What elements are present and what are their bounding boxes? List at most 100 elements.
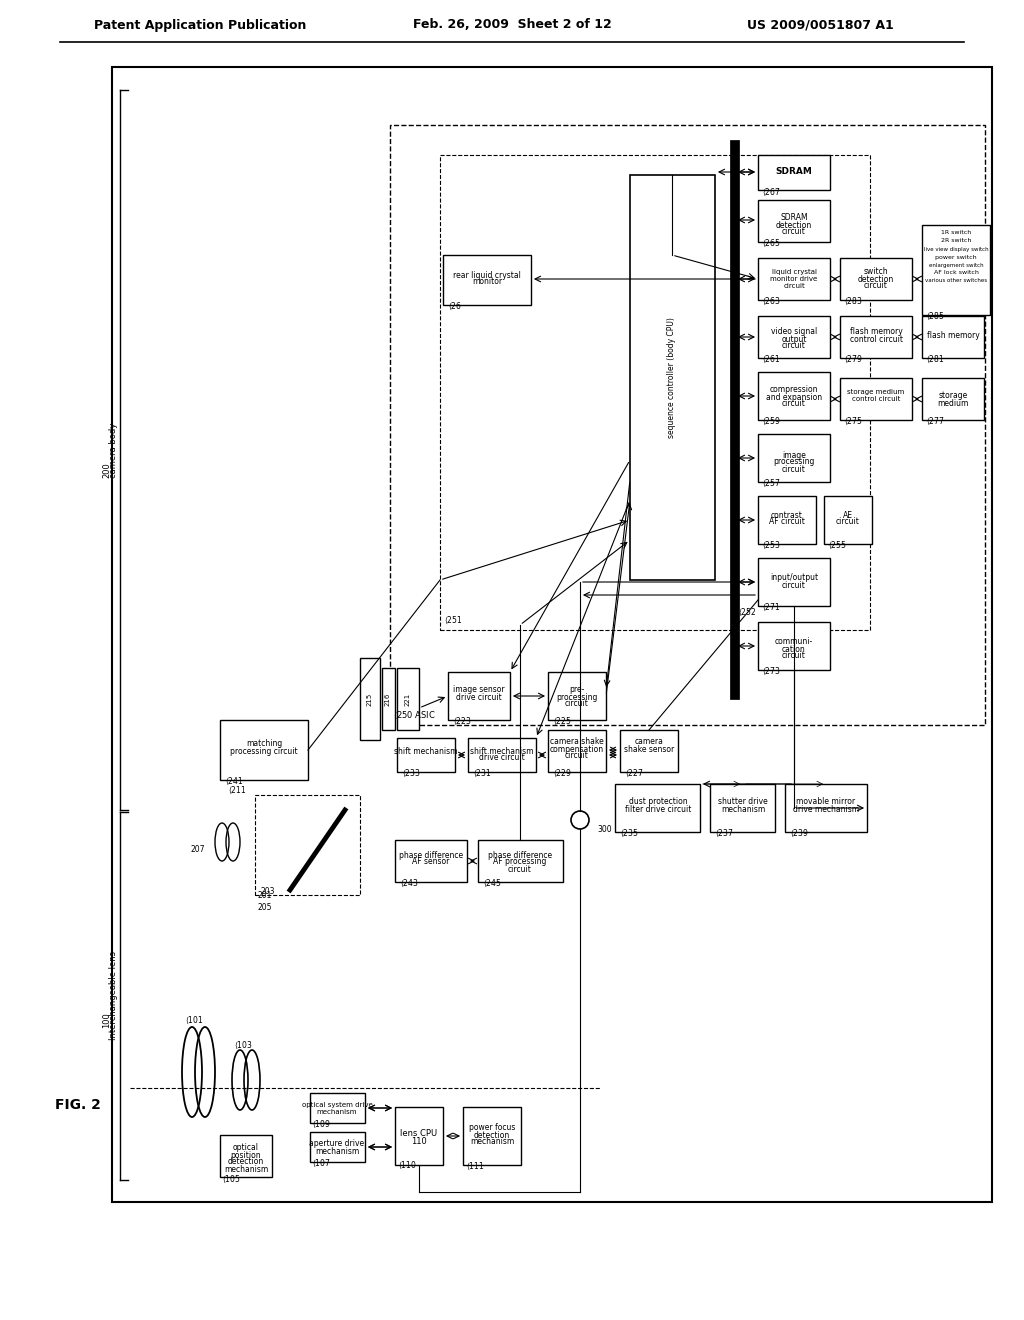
- Text: Patent Application Publication: Patent Application Publication: [94, 18, 306, 32]
- Text: matching: matching: [246, 739, 283, 748]
- Bar: [440, 154, 870, 630]
- Text: $\langle$243: $\langle$243: [400, 878, 419, 888]
- Bar: [443, 255, 531, 305]
- Text: movable mirror: movable mirror: [797, 797, 856, 807]
- Text: $\langle$257: $\langle$257: [762, 478, 780, 488]
- Text: $\langle$277: $\langle$277: [926, 416, 945, 426]
- Text: circuit: circuit: [782, 342, 806, 351]
- Bar: [758, 154, 830, 190]
- Text: liquid crystal: liquid crystal: [771, 269, 816, 275]
- Text: 110: 110: [411, 1137, 427, 1146]
- Text: $\langle$252: $\langle$252: [738, 606, 757, 618]
- Bar: [382, 668, 395, 730]
- Text: $\langle$233: $\langle$233: [402, 767, 421, 779]
- Text: monitor drive: monitor drive: [770, 276, 817, 282]
- Text: control circuit: control circuit: [852, 396, 900, 403]
- Text: circuit: circuit: [782, 465, 806, 474]
- Bar: [310, 1093, 365, 1123]
- Text: $\langle$237: $\langle$237: [715, 828, 734, 838]
- Text: $\langle$241: $\langle$241: [225, 775, 244, 787]
- Bar: [630, 176, 715, 579]
- Bar: [548, 730, 606, 772]
- Text: compression: compression: [770, 385, 818, 395]
- Text: 300: 300: [597, 825, 611, 834]
- Bar: [397, 668, 419, 730]
- Text: $\langle$275: $\langle$275: [844, 416, 863, 426]
- Text: circuit: circuit: [508, 865, 531, 874]
- Bar: [395, 840, 467, 882]
- Text: drive mechanism: drive mechanism: [793, 804, 859, 813]
- Bar: [310, 1133, 365, 1162]
- Text: 203: 203: [261, 887, 275, 896]
- Text: AE: AE: [843, 511, 853, 520]
- Text: $\langle$235: $\langle$235: [620, 828, 639, 838]
- Text: circuit: circuit: [565, 700, 589, 709]
- Text: 207: 207: [190, 846, 205, 854]
- Text: $\langle$229: $\langle$229: [553, 767, 572, 779]
- Text: Feb. 26, 2009  Sheet 2 of 12: Feb. 26, 2009 Sheet 2 of 12: [413, 18, 611, 32]
- Text: 216: 216: [385, 692, 391, 706]
- Text: 200: 200: [102, 462, 112, 478]
- Text: mechanism: mechanism: [470, 1138, 514, 1147]
- Text: $\langle$26: $\langle$26: [449, 301, 462, 312]
- Bar: [390, 125, 985, 725]
- Text: shake sensor: shake sensor: [624, 744, 674, 754]
- Bar: [758, 372, 830, 420]
- Text: circuit: circuit: [782, 400, 806, 408]
- Text: pre-: pre-: [569, 685, 585, 694]
- Text: circuit: circuit: [864, 281, 888, 290]
- Text: flash memory: flash memory: [850, 327, 902, 337]
- Text: $\langle$253: $\langle$253: [762, 540, 781, 550]
- Text: $\langle$239: $\langle$239: [790, 828, 809, 838]
- Bar: [758, 315, 830, 358]
- Bar: [395, 1107, 443, 1166]
- Text: live view display switch: live view display switch: [924, 247, 988, 252]
- Text: circuit: circuit: [565, 751, 589, 760]
- Bar: [758, 622, 830, 671]
- Text: camera shake: camera shake: [550, 738, 604, 747]
- Text: $\langle$111: $\langle$111: [466, 1160, 484, 1172]
- Bar: [840, 378, 912, 420]
- Bar: [785, 784, 867, 832]
- Bar: [840, 315, 912, 358]
- Text: $\langle$265: $\langle$265: [762, 238, 781, 248]
- Text: drive circuit: drive circuit: [479, 754, 525, 763]
- Text: $\langle$103: $\langle$103: [234, 1039, 253, 1051]
- Text: phase difference: phase difference: [399, 850, 463, 859]
- Text: $\langle$250 ASIC: $\langle$250 ASIC: [393, 709, 436, 721]
- Text: $\langle$283: $\langle$283: [844, 296, 863, 306]
- Text: $\langle$255: $\langle$255: [828, 540, 847, 550]
- Text: 1R switch: 1R switch: [941, 231, 971, 235]
- Text: processing: processing: [556, 693, 598, 701]
- Text: lens CPU: lens CPU: [400, 1129, 437, 1138]
- Text: AF circuit: AF circuit: [769, 517, 805, 527]
- Text: image: image: [782, 450, 806, 459]
- Text: storage medium: storage medium: [848, 389, 904, 395]
- Text: dust protection: dust protection: [629, 797, 687, 807]
- Text: camera: camera: [635, 738, 664, 747]
- Bar: [840, 257, 912, 300]
- Text: $\langle$101: $\langle$101: [185, 1015, 204, 1026]
- Bar: [620, 730, 678, 772]
- Bar: [824, 496, 872, 544]
- Text: shift mechanism: shift mechanism: [470, 747, 534, 755]
- Text: AF processing: AF processing: [494, 858, 547, 866]
- Text: $\langle$211: $\langle$211: [228, 784, 247, 796]
- Text: video signal: video signal: [771, 327, 817, 337]
- Text: FIG. 2: FIG. 2: [55, 1098, 101, 1111]
- Text: $\langle$271: $\langle$271: [762, 602, 780, 612]
- Bar: [449, 672, 510, 719]
- Text: rear liquid crystal: rear liquid crystal: [453, 271, 521, 280]
- Text: circuit: circuit: [783, 282, 805, 289]
- Text: image sensor: image sensor: [454, 685, 505, 694]
- Text: AF sensor: AF sensor: [413, 858, 450, 866]
- Text: flash memory: flash memory: [927, 330, 979, 339]
- Bar: [758, 434, 830, 482]
- Text: $\langle$251: $\langle$251: [444, 614, 463, 626]
- Bar: [112, 67, 992, 1203]
- Text: circuit: circuit: [782, 227, 806, 236]
- Text: $\langle$109: $\langle$109: [312, 1118, 331, 1130]
- Text: shift mechanism: shift mechanism: [394, 747, 458, 755]
- Text: power switch: power switch: [935, 255, 977, 260]
- Bar: [758, 201, 830, 242]
